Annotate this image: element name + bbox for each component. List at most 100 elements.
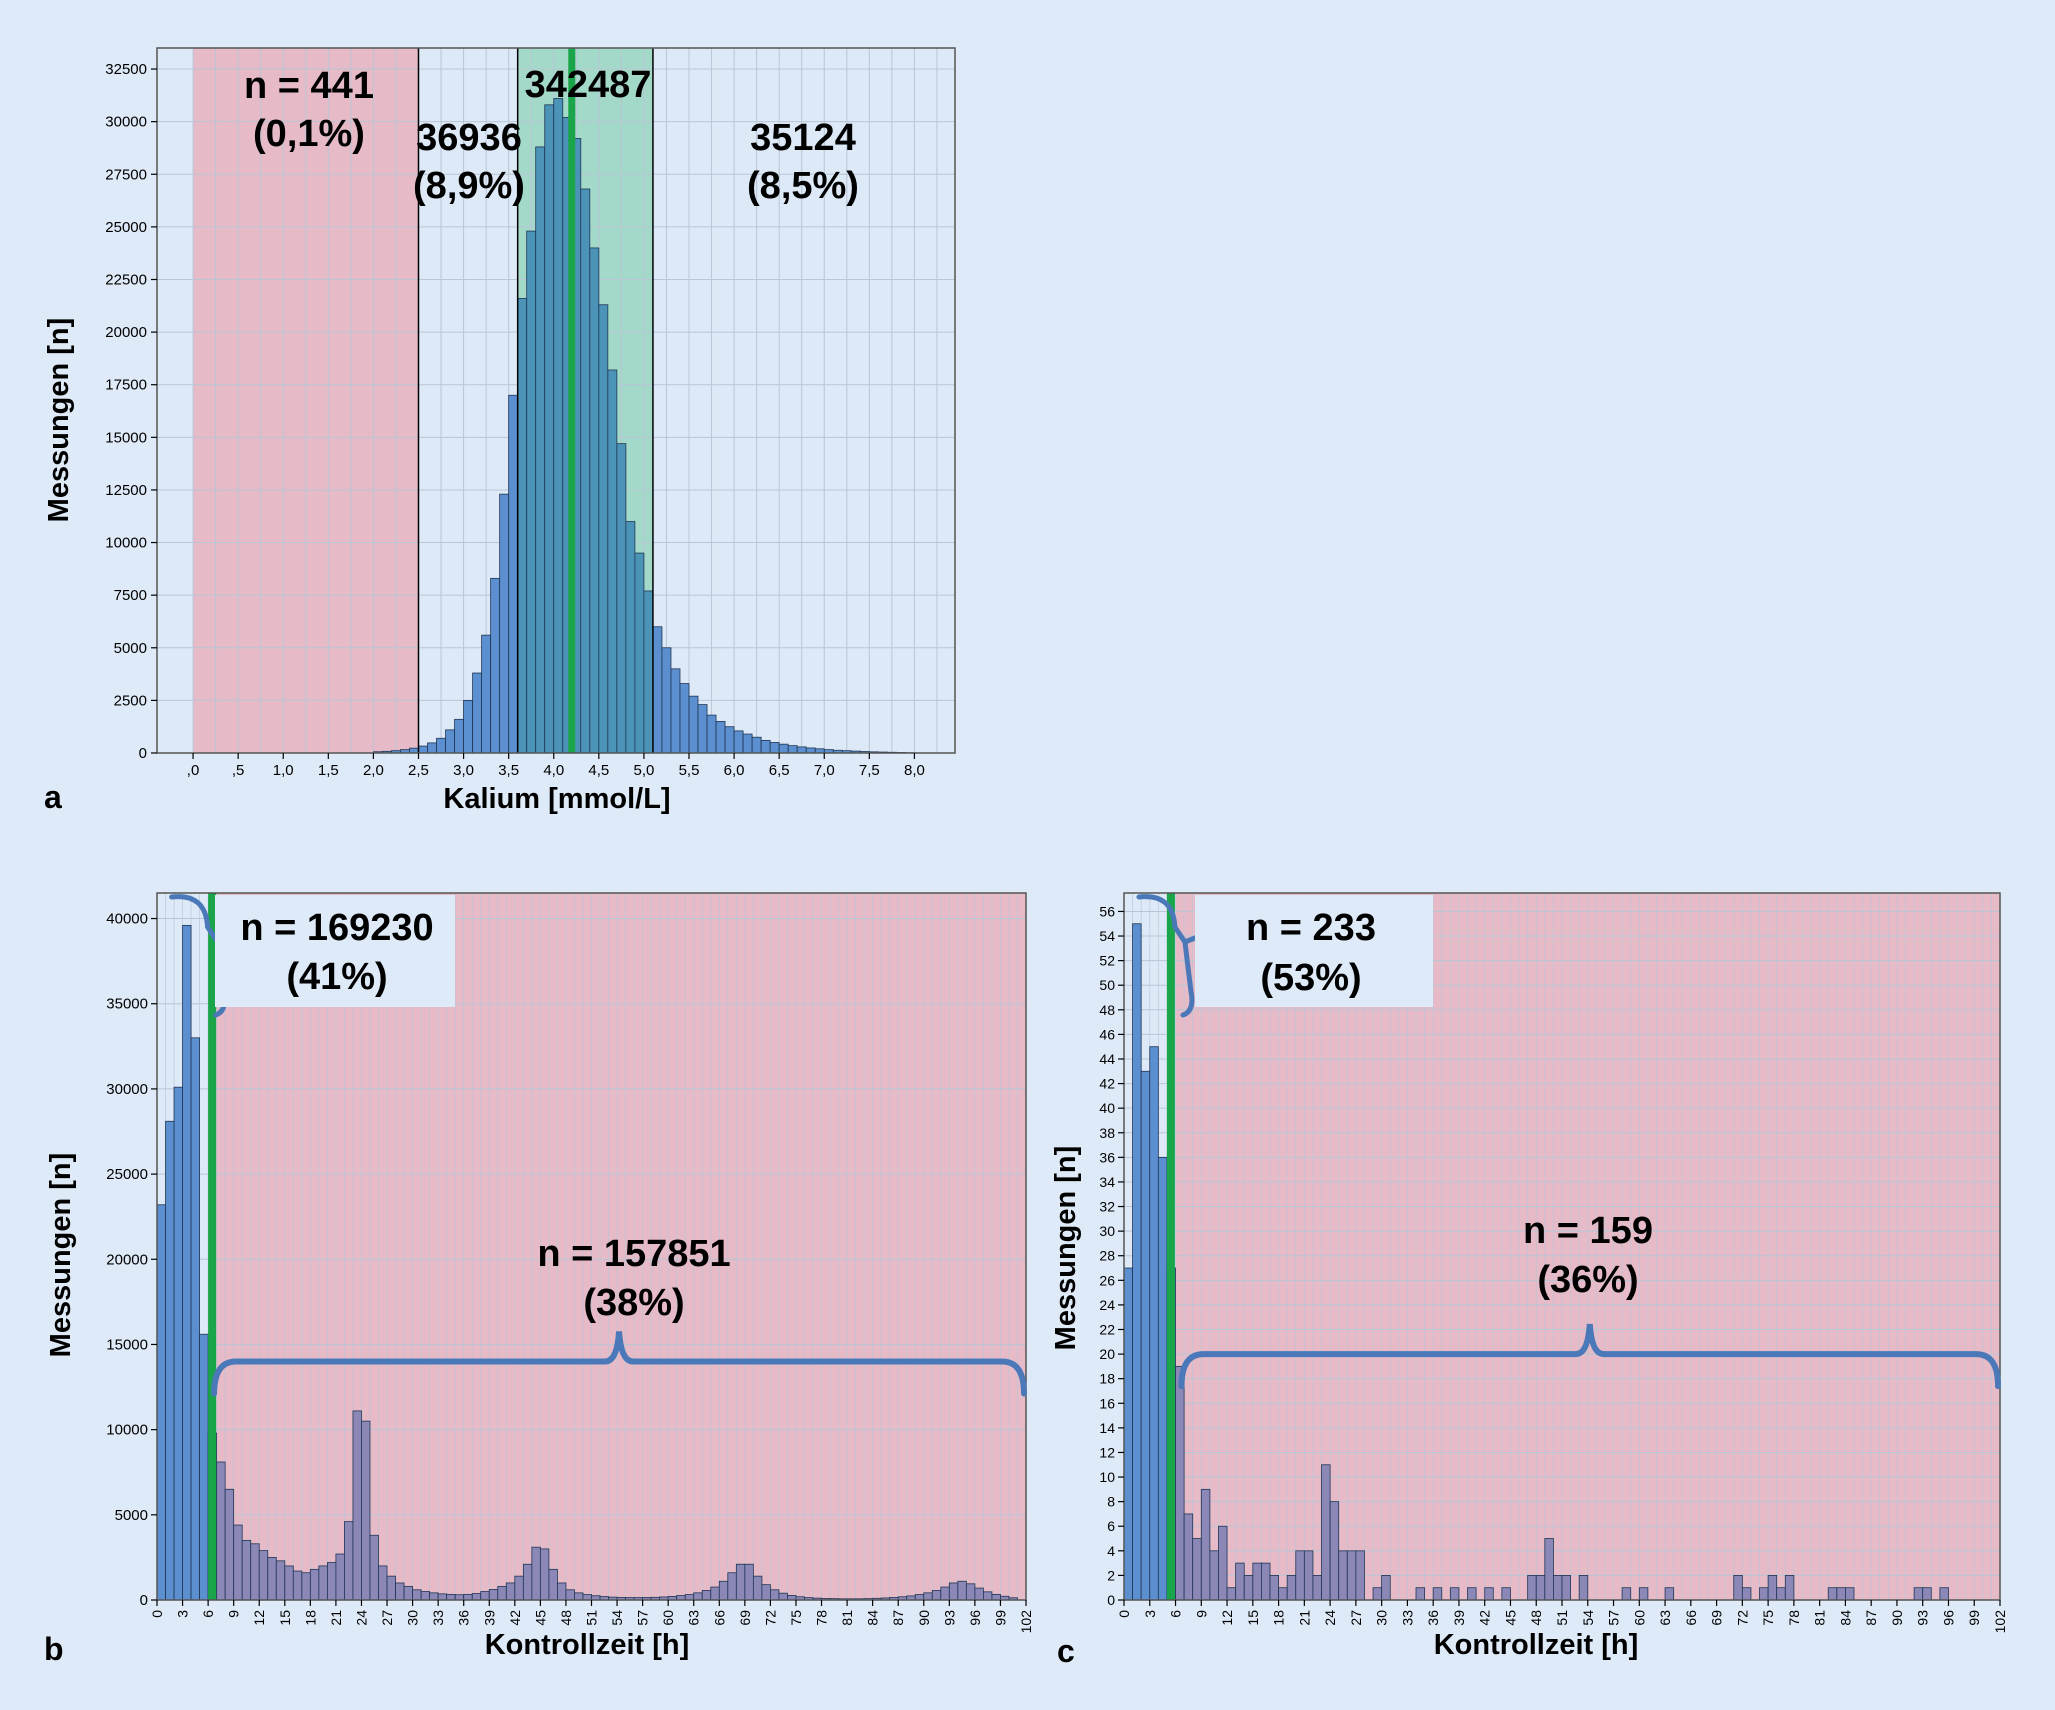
panel-a-chart: 0 2500 5000 7500 10000 12500 15000 17500 20000 22…: [43, 47, 956, 815]
panel-a-bar: [643, 590, 654, 754]
panel-b-bar: [301, 1572, 311, 1601]
panel-c-bar: [1252, 1562, 1262, 1601]
panel-b-bar: [710, 1586, 720, 1601]
panel-b-xtick-label: 63: [686, 1610, 702, 1626]
panel-c-xtick-label: 63: [1657, 1610, 1673, 1626]
panel-c-ytick-label: 26: [1099, 1272, 1115, 1288]
panel-b-xtick-label: 102: [1018, 1610, 1034, 1634]
panel-a-ytick-label: 32500: [105, 61, 147, 78]
panel-b-ytick-label: 5000: [115, 1507, 148, 1524]
panel-a-annotation-2-line1: 36936: [416, 117, 522, 159]
panel-a-ylabel: Messungen [n]: [43, 318, 75, 523]
panel-a-annotation-4-line2: (8,5%): [747, 165, 859, 207]
panel-c-ytick-label: 30: [1099, 1223, 1115, 1239]
panel-b-ytick-label: 25000: [106, 1166, 148, 1183]
panel-c-ytick-label: 18: [1099, 1371, 1115, 1387]
panel-a-bar: [526, 230, 537, 754]
panel-b-annotation-large-line1: n = 157851: [537, 1233, 730, 1275]
panel-c-ytick-label: 8: [1107, 1494, 1115, 1510]
panel-b-xtick-label: 9: [226, 1610, 242, 1618]
panel-a-xtick-label: 3,0: [453, 762, 474, 779]
panel-c-ytick-label: 34: [1099, 1174, 1115, 1190]
panel-a-xtick-label: ,5: [232, 762, 245, 779]
panel-b-bar: [275, 1560, 286, 1601]
panel-a-bar: [661, 647, 672, 754]
panel-b-xtick-label: 3: [175, 1610, 191, 1618]
panel-c-xtick-label: 36: [1425, 1610, 1441, 1626]
panel-a-bar: [625, 521, 636, 754]
panel-a-bar: [670, 668, 681, 754]
panel-c-letter: c: [1057, 1633, 1075, 1669]
panel-c-bar: [1338, 1550, 1348, 1601]
panel-c-ytick-label: 54: [1099, 928, 1115, 944]
panel-a-xtick-label: 1,0: [273, 762, 294, 779]
panel-c-ytick-label: 42: [1099, 1076, 1115, 1092]
panel-b-xtick-label: 99: [992, 1610, 1008, 1626]
panel-c-bar: [1759, 1587, 1769, 1601]
panel-c-bar: [1467, 1587, 1477, 1601]
panel-b-bar: [386, 1575, 396, 1601]
panel-c-xlabel: Kontrollzeit [h]: [1434, 1629, 1639, 1661]
panel-a-bar: [760, 739, 771, 754]
panel-c-xtick-label: 12: [1219, 1610, 1235, 1626]
panel-a-bar: [706, 714, 717, 754]
panel-a-bar: [715, 721, 726, 754]
panel-c-xtick-label: 48: [1528, 1610, 1544, 1626]
panel-c-bar: [1827, 1587, 1838, 1601]
panel-b-bar: [770, 1589, 780, 1601]
panel-a-annotation-2-line2: (8,9%): [413, 165, 525, 207]
panel-c-xtick-label: 60: [1631, 1610, 1647, 1626]
panel-a-ytick-label: 22500: [105, 271, 147, 288]
panel-c-bar: [1132, 923, 1142, 1601]
panel-b-xtick-label: 72: [762, 1610, 778, 1626]
panel-b-xtick-label: 33: [430, 1610, 446, 1626]
panel-b-bar: [182, 924, 192, 1601]
panel-b-xtick-label: 18: [302, 1610, 318, 1626]
panel-c-xtick-label: 24: [1322, 1610, 1338, 1626]
panel-c-xtick-label: 84: [1837, 1610, 1853, 1626]
panel-a-annotation-3-line1: 342487: [525, 64, 652, 106]
panel-b-bar: [395, 1582, 405, 1601]
panel-a-xtick-label: 5,0: [633, 762, 654, 779]
panel-b-bar: [250, 1543, 260, 1601]
panel-c-bar: [1278, 1587, 1288, 1601]
panel-a-xtick-label: ,0: [187, 762, 200, 779]
panel-c-bar: [1312, 1575, 1322, 1601]
panel-b-bar: [420, 1591, 431, 1601]
panel-b-brace-large: [211, 1331, 1027, 1397]
panel-a-bar: [517, 298, 528, 754]
panel-c-ytick-label: 14: [1099, 1420, 1115, 1436]
panel-a-bar: [697, 704, 708, 754]
panel-a-frame: [156, 47, 956, 754]
panel-b-xtick-label: 90: [916, 1610, 932, 1626]
panel-c-xtick-label: 69: [1709, 1610, 1725, 1626]
panel-b-bar: [693, 1592, 703, 1601]
panel-a-ytick-label: 5000: [114, 640, 147, 657]
panel-a-ytick-label: 17500: [105, 377, 147, 394]
panel-c-bar: [1218, 1525, 1228, 1601]
panel-c-ytick-label: 44: [1099, 1051, 1115, 1067]
panel-c-bar: [1741, 1587, 1752, 1601]
panel-c-bar: [1346, 1550, 1357, 1601]
panel-b-bar: [991, 1593, 1001, 1601]
panel-b-bar: [369, 1534, 379, 1601]
panel-a-bar: [607, 369, 618, 754]
panel-c-bar: [1261, 1562, 1271, 1601]
panel-a-annotation-1-line2: (0,1%): [253, 113, 365, 155]
panel-b-bar: [522, 1563, 533, 1601]
panel-c-bar: [1200, 1488, 1211, 1601]
panel-a-ytick-label: 12500: [105, 482, 147, 499]
panel-c-xtick-label: 33: [1399, 1610, 1415, 1626]
panel-c-bar: [1295, 1550, 1305, 1601]
panel-b-ytick-label: 0: [140, 1592, 148, 1609]
panel-b-bar: [497, 1585, 507, 1601]
panel-c-bar: [1432, 1587, 1443, 1601]
panel-c-bar: [1484, 1587, 1494, 1601]
panel-c-brace-small: [1136, 894, 1208, 1018]
panel-a-bar: [724, 726, 735, 754]
panel-b-ytick-label: 40000: [106, 911, 148, 928]
panel-b-bar: [940, 1586, 950, 1601]
panel-b-bar: [437, 1593, 448, 1601]
panel-b-bar: [378, 1565, 388, 1601]
panel-c-ytick-label: 50: [1099, 977, 1115, 993]
